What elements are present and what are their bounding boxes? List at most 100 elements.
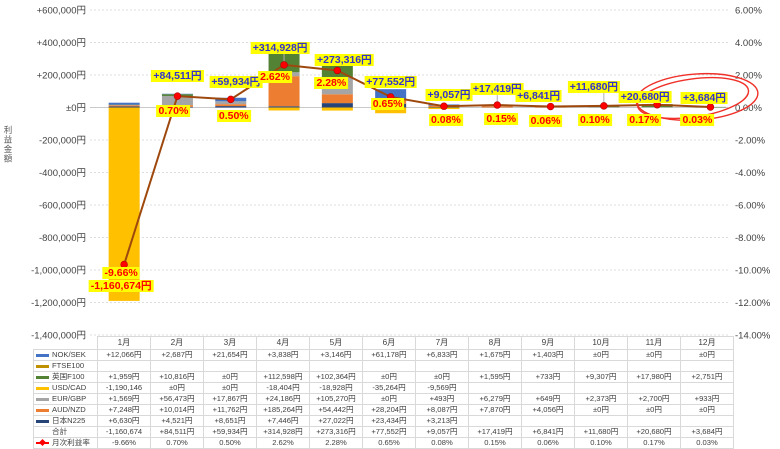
value-cell: +9,307円 — [575, 372, 628, 383]
value-cell: ±0円 — [681, 350, 734, 361]
value-cell: +3,684円 — [681, 427, 734, 438]
value-cell: ±0円 — [681, 405, 734, 416]
value-cell: +185,264円 — [257, 405, 310, 416]
value-cell: +11,762円 — [204, 405, 257, 416]
series-color-swatch — [36, 409, 49, 412]
month-header: 10月 — [575, 337, 628, 350]
left-axis-tick: -400,000円 — [39, 168, 86, 179]
right-axis-tick: -4.00% — [735, 168, 766, 179]
value-cell: +17,867円 — [204, 394, 257, 405]
series-color-swatch — [36, 398, 49, 401]
left-axis-title: 額 — [4, 154, 13, 164]
value-cell — [204, 361, 257, 372]
series-name-cell: AUD/NZD — [34, 405, 98, 416]
value-cell: 0.03% — [681, 438, 734, 449]
value-cell: +84,511円 — [151, 427, 204, 438]
data-point-marker — [707, 104, 714, 111]
value-cell: 0.65% — [363, 438, 416, 449]
series-color-swatch — [36, 376, 49, 379]
series-name-cell: 英国F100 — [34, 372, 98, 383]
value-cell — [681, 361, 734, 372]
bar-segment — [269, 76, 300, 106]
table-row: NOK/SEK+12,066円+2,687円+21,654円+3,838円+3,… — [34, 350, 734, 361]
value-cell — [575, 416, 628, 427]
table-row: USD/CAD-1,190,146±0円±0円-18,404円-18,928円-… — [34, 383, 734, 394]
value-cell: +4,056円 — [522, 405, 575, 416]
left-axis-tick: +200,000円 — [37, 71, 86, 82]
data-point-marker — [441, 103, 448, 110]
empty-swatch — [36, 431, 49, 434]
series-color-swatch — [36, 354, 49, 357]
value-cell — [310, 361, 363, 372]
value-cell: +112,598円 — [257, 372, 310, 383]
value-cell — [257, 361, 310, 372]
right-axis-tick: -8.00% — [735, 233, 766, 244]
value-cell — [522, 416, 575, 427]
left-axis-title: 益 — [4, 135, 13, 145]
value-cell: +20,680円 — [628, 427, 681, 438]
value-cell: +3,146円 — [310, 350, 363, 361]
value-cell: +61,178円 — [363, 350, 416, 361]
profit-rate-line — [124, 65, 710, 265]
value-cell: 0.70% — [151, 438, 204, 449]
bar-segment — [162, 105, 193, 107]
value-cell: -35,264円 — [363, 383, 416, 394]
line-marker-legend-icon — [36, 442, 49, 444]
value-cell: +733円 — [522, 372, 575, 383]
value-cell — [98, 361, 151, 372]
value-cell: +7,248円 — [98, 405, 151, 416]
right-axis-tick: 6.00% — [735, 6, 762, 17]
table-row: 日本N225+6,630円+4,521円+8,651円+7,446円+27,02… — [34, 416, 734, 427]
value-cell: +56,473円 — [151, 394, 204, 405]
value-cell — [469, 416, 522, 427]
month-header: 11月 — [628, 337, 681, 350]
value-cell: 0.08% — [416, 438, 469, 449]
value-cell: ±0円 — [416, 372, 469, 383]
bar-segment — [322, 77, 353, 94]
value-cell: +54,442円 — [310, 405, 363, 416]
value-cell — [681, 383, 734, 394]
value-cell: ±0円 — [628, 405, 681, 416]
value-cell: +2,373円 — [575, 394, 628, 405]
bar-segment — [269, 106, 300, 107]
value-cell — [575, 361, 628, 372]
value-cell: +17,980円 — [628, 372, 681, 383]
value-cell: -18,928円 — [310, 383, 363, 394]
value-cell: +2,700円 — [628, 394, 681, 405]
value-cell: +493円 — [416, 394, 469, 405]
left-axis-tick: -1,000,000円 — [31, 266, 86, 277]
series-name: AUD/NZD — [52, 405, 86, 414]
value-cell: 0.17% — [628, 438, 681, 449]
bar-segment — [109, 105, 140, 106]
bar-segment — [375, 104, 406, 108]
value-cell: 0.10% — [575, 438, 628, 449]
series-name: USD/CAD — [52, 383, 86, 392]
value-cell — [469, 383, 522, 394]
series-name-cell: NOK/SEK — [34, 350, 98, 361]
value-cell: +10,816円 — [151, 372, 204, 383]
left-axis-tick: +600,000円 — [37, 6, 86, 17]
value-cell: +23,434円 — [363, 416, 416, 427]
right-axis-tick: -2.00% — [735, 136, 766, 147]
right-axis-tick: 0.00% — [735, 103, 762, 114]
bar-segment — [322, 103, 353, 107]
right-axis-tick: -14.00% — [735, 331, 771, 342]
value-cell: -9.66% — [98, 438, 151, 449]
table-row: 月次利益率-9.66%0.70%0.50%2.62%2.28%0.65%0.08… — [34, 438, 734, 449]
right-axis-tick: 2.00% — [735, 71, 762, 82]
bar-segment — [269, 108, 300, 111]
bar-segment — [215, 104, 246, 106]
left-axis-tick: -800,000円 — [39, 233, 86, 244]
value-cell — [575, 383, 628, 394]
month-header: 7月 — [416, 337, 469, 350]
data-point-marker — [334, 67, 341, 74]
value-cell — [416, 361, 469, 372]
series-name-cell: 月次利益率 — [34, 438, 98, 449]
value-cell: ±0円 — [204, 372, 257, 383]
value-cell: +2,687円 — [151, 350, 204, 361]
value-cell: ±0円 — [628, 350, 681, 361]
value-cell: +273,316円 — [310, 427, 363, 438]
value-cell: +649円 — [522, 394, 575, 405]
month-header: 2月 — [151, 337, 204, 350]
